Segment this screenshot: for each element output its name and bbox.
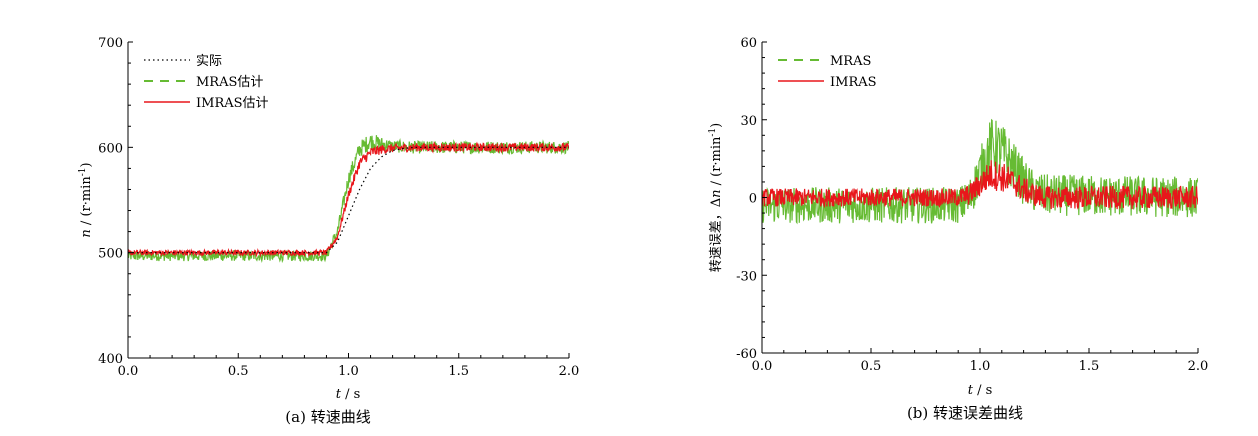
- chart-caption: (b) 转速误差曲线: [907, 404, 1023, 422]
- x-tick-label: 1.0: [338, 364, 359, 379]
- series-group: [762, 118, 1198, 225]
- series-line-1: [762, 160, 1198, 210]
- x-tick-label: 2.0: [1188, 359, 1209, 374]
- x-tick-label: 1.5: [1079, 359, 1100, 374]
- legend-label: MRAS估计: [196, 75, 263, 90]
- y-tick-label: -60: [736, 347, 757, 362]
- y-tick-label: 400: [98, 352, 123, 367]
- legend: MRAS IMRAS: [778, 54, 877, 90]
- y-tick-label: 500: [98, 247, 123, 262]
- chart-a-speed: 0.0 0.5 1.0 1.5 2.0 400 500 600 700 t / s n / (r·m…: [78, 36, 579, 426]
- series-line-0: [762, 118, 1198, 225]
- x-axis-label: t / s: [968, 383, 993, 398]
- y-tick-label: 60: [740, 36, 757, 51]
- x-axis-label: t / s: [336, 387, 361, 402]
- legend: 实际 MRAS估计 IMRAS估计: [144, 54, 269, 111]
- x-tick-label: 2.0: [559, 364, 580, 379]
- legend-label: 实际: [196, 54, 222, 69]
- x-tick-label: 0.5: [861, 359, 882, 374]
- y-tick-label: 700: [98, 36, 123, 51]
- legend-label: MRAS: [830, 54, 871, 69]
- y-tick-label: 30: [740, 114, 757, 129]
- chart-caption: (a) 转速曲线: [285, 408, 370, 426]
- chart-b-speed-error: 0.0 0.5 1.0 1.5 2.0 -60 -30 0 30 60 t / s 转速误差，Δn /…: [708, 36, 1208, 422]
- x-tick-label: 0.0: [118, 364, 139, 379]
- y-tick-label: 0: [749, 192, 757, 207]
- y-tick-label: 600: [98, 141, 123, 156]
- x-tick-label: 0.0: [752, 359, 773, 374]
- legend-label: IMRAS: [830, 75, 877, 90]
- x-tick-label: 1.5: [448, 364, 469, 379]
- series-line-0: [128, 146, 569, 254]
- x-tick-label: 0.5: [228, 364, 249, 379]
- y-tick-label: -30: [736, 269, 757, 284]
- y-axis-label: 转速误差，Δn / (r·min-1): [708, 123, 724, 273]
- series-group: [128, 135, 569, 264]
- legend-label: IMRAS估计: [196, 96, 269, 111]
- series-line-2: [128, 141, 569, 258]
- x-tick-label: 1.0: [970, 359, 991, 374]
- y-axis-label: n / (r·min-1): [78, 162, 94, 237]
